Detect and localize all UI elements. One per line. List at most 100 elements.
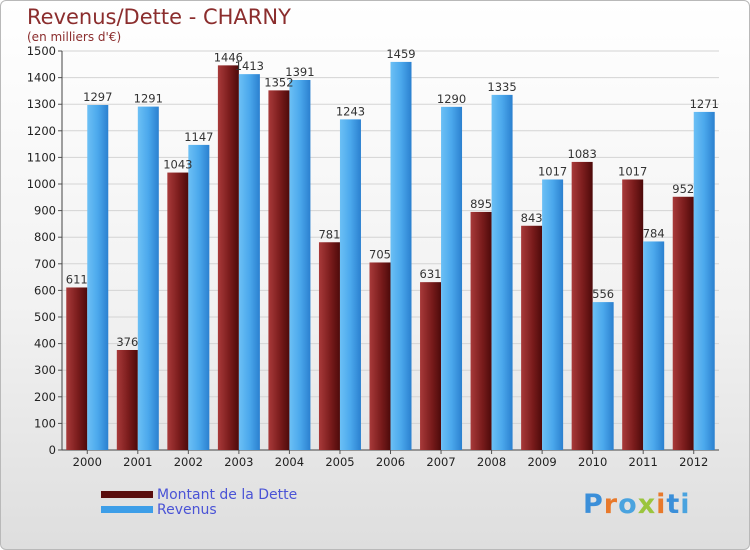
- bar-dette: [116, 349, 138, 450]
- y-tick-label: 900: [34, 204, 56, 218]
- data-label-revenus: 1271: [690, 97, 719, 111]
- data-label-revenus: 1290: [437, 92, 466, 106]
- data-label-dette: 631: [420, 267, 442, 281]
- y-tick-label: 0: [49, 443, 56, 457]
- data-label-dette: 1043: [163, 158, 192, 172]
- bar-revenus: [238, 74, 260, 450]
- x-tick-label: 2008: [477, 455, 506, 469]
- data-label-dette: 376: [116, 335, 138, 349]
- bar-dette: [268, 90, 290, 451]
- data-label-dette: 1352: [264, 75, 293, 89]
- logo-letter: x: [637, 489, 657, 520]
- y-tick-label: 1100: [27, 150, 56, 164]
- axes: 0 100 200 300 400 500 600 700 800 900 1000 1100 1200…: [27, 44, 719, 469]
- bar-dette: [571, 161, 593, 450]
- bar-revenus: [693, 111, 715, 450]
- y-tick-label: 1300: [27, 97, 56, 111]
- y-tick-label: 700: [34, 257, 56, 271]
- chart-title: Revenus/Dette - CHARNY: [27, 5, 291, 29]
- bar-revenus: [188, 144, 210, 450]
- y-tick-label: 1400: [27, 71, 56, 85]
- logo-letter: o: [618, 489, 638, 520]
- data-label-revenus: 556: [592, 287, 614, 301]
- y-tick-label: 1500: [27, 44, 56, 58]
- y-tick-label: 1200: [27, 124, 56, 138]
- bar-dette: [622, 179, 644, 450]
- data-label-dette: 952: [672, 182, 694, 196]
- bar-dette: [369, 262, 391, 450]
- legend-item-revenus: Revenus: [101, 501, 297, 518]
- y-tick-label: 800: [34, 230, 56, 244]
- x-tick-label: 2001: [123, 455, 152, 469]
- data-label-revenus: 1243: [336, 104, 365, 118]
- y-tick-label: 1000: [27, 177, 56, 191]
- bar-revenus: [542, 179, 564, 450]
- data-label-revenus: 1391: [285, 65, 314, 79]
- x-tick-label: 2006: [376, 455, 405, 469]
- legend-swatch-revenus: [101, 506, 153, 513]
- x-tick-label: 2004: [275, 455, 304, 469]
- bars: [66, 61, 715, 451]
- bar-dette: [66, 287, 88, 450]
- logo-letter: i: [680, 489, 691, 520]
- x-tick-label: 2010: [578, 455, 607, 469]
- data-label-dette: 1446: [214, 50, 243, 64]
- legend-label-revenus: Revenus: [157, 501, 217, 518]
- bar-revenus: [643, 241, 665, 450]
- bar-revenus: [592, 302, 614, 450]
- data-label-revenus: 1413: [235, 59, 264, 73]
- logo-letter: t: [666, 489, 681, 520]
- data-label-revenus: 1017: [538, 164, 567, 178]
- data-label-dette: 705: [369, 247, 391, 261]
- bar-dette: [167, 172, 189, 450]
- y-tick-label: 600: [34, 283, 56, 297]
- bar-revenus: [339, 119, 361, 450]
- data-label-revenus: 1335: [487, 80, 516, 94]
- y-tick-label: 500: [34, 310, 56, 324]
- bar-dette: [521, 225, 543, 450]
- bar-revenus: [289, 79, 311, 450]
- y-tick-label: 100: [34, 416, 56, 430]
- data-label-revenus: 1297: [83, 90, 112, 104]
- logo-letter: i: [656, 489, 667, 520]
- data-label-dette: 781: [318, 227, 340, 241]
- bar-revenus: [441, 106, 463, 451]
- bar-dette: [470, 211, 492, 450]
- bar-dette: [217, 65, 239, 450]
- legend-item-dette: Montant de la Dette: [101, 486, 298, 503]
- bar-dette: [420, 282, 442, 450]
- bar-revenus: [137, 106, 159, 451]
- x-tick-label: 2002: [174, 455, 203, 469]
- data-label-revenus: 1459: [386, 47, 415, 61]
- bar-revenus: [87, 104, 109, 451]
- legend-label-dette: Montant de la Dette: [157, 486, 298, 503]
- bar-dette: [318, 242, 340, 450]
- x-tick-label: 2003: [224, 455, 253, 469]
- legend-swatch-dette: [101, 491, 153, 498]
- legend: Montant de la Dette Revenus: [101, 486, 298, 518]
- x-tick-label: 2011: [629, 455, 658, 469]
- x-tick-label: 2000: [73, 455, 102, 469]
- y-tick-label: 300: [34, 363, 56, 377]
- logo-letter: P: [583, 489, 604, 520]
- data-label-dette: 611: [66, 272, 88, 286]
- data-label-dette: 1083: [568, 147, 597, 161]
- x-tick-label: 2009: [527, 455, 556, 469]
- data-label-dette: 1017: [618, 164, 647, 178]
- x-tick-label: 2007: [426, 455, 455, 469]
- bar-revenus: [390, 61, 412, 450]
- y-tick-label: 200: [34, 390, 56, 404]
- x-tick-label: 2012: [679, 455, 708, 469]
- proxiti-logo: Proxiti: [583, 489, 691, 520]
- bar-revenus: [491, 94, 513, 450]
- data-label-dette: 843: [521, 211, 543, 225]
- chart-subtitle: (en milliers d'€): [27, 30, 122, 44]
- data-label-revenus: 1291: [134, 92, 163, 106]
- y-tick-label: 400: [34, 337, 56, 351]
- data-labels: 6113761043144613527817056318958431083101…: [66, 47, 719, 349]
- x-tick-label: 2005: [325, 455, 354, 469]
- bar-dette: [672, 196, 694, 450]
- data-label-revenus: 784: [643, 226, 665, 240]
